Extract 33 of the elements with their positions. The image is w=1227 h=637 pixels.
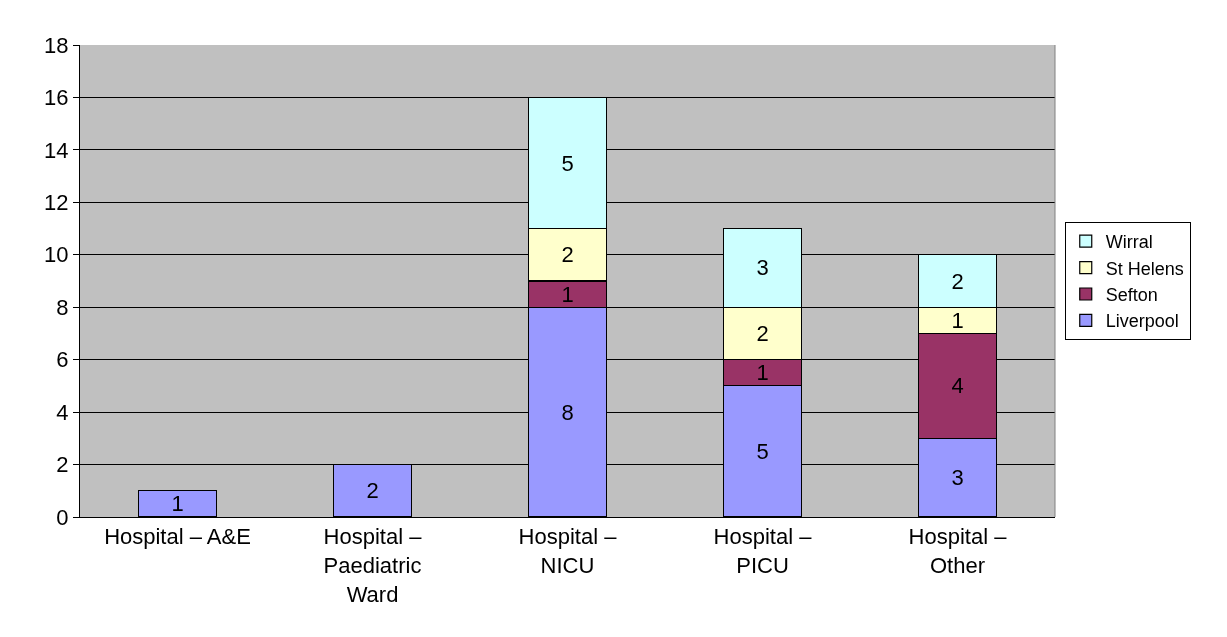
- y-tick-label: 8: [56, 294, 69, 320]
- y-tick-label: 4: [56, 399, 69, 425]
- data-label: 1: [561, 281, 574, 307]
- y-tick-label: 16: [44, 85, 69, 111]
- legend-label: Sefton: [1105, 285, 1158, 306]
- data-label: 2: [366, 478, 379, 504]
- y-tick-label: 2: [56, 452, 69, 478]
- data-label: 2: [756, 320, 769, 346]
- data-label: 1: [171, 491, 184, 517]
- data-label: 2: [951, 268, 964, 294]
- data-label: 5: [561, 150, 574, 176]
- y-tick-label: 10: [44, 242, 69, 268]
- data-label: 1: [951, 307, 964, 333]
- data-label: 2: [561, 242, 574, 268]
- data-label: 3: [951, 465, 964, 491]
- y-tick-label: 6: [56, 347, 69, 373]
- legend-label: St Helens: [1105, 258, 1184, 279]
- x-tick-label: Hospital – Other: [908, 524, 1008, 578]
- x-tick-label: Hospital – PICU: [713, 524, 813, 578]
- data-label: 1: [756, 360, 769, 386]
- legend-label: Wirral: [1105, 232, 1153, 253]
- data-label: 3: [756, 255, 769, 281]
- data-label: 4: [951, 373, 964, 399]
- legend-label: Liverpool: [1105, 311, 1179, 332]
- x-tick-label: Hospital – A&E: [104, 524, 251, 550]
- data-label: 8: [561, 399, 574, 425]
- y-tick-label: 0: [56, 504, 69, 530]
- y-tick-label: 12: [44, 190, 69, 216]
- data-label: 5: [756, 438, 769, 464]
- y-tick-label: 18: [44, 32, 69, 58]
- y-tick-label: 14: [44, 137, 69, 163]
- x-tick-label: Hospital – Paediatric Ward: [323, 524, 423, 607]
- x-tick-label: Hospital – NICU: [518, 524, 618, 578]
